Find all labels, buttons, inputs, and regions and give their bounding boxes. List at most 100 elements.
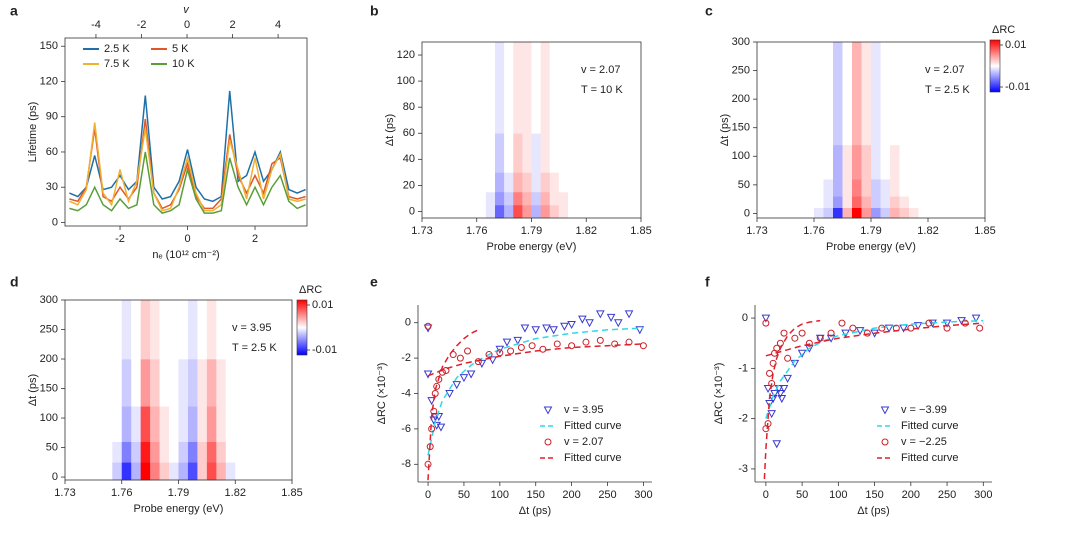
heatmap-cell [431, 133, 441, 173]
heatmap-cell [918, 207, 929, 219]
heatmap-cell [467, 133, 478, 173]
heatmap-cell [74, 300, 85, 360]
heatmap-cell [937, 144, 948, 180]
heatmap-cell [254, 300, 264, 360]
heatmap-cell [622, 133, 633, 173]
heatmap-cell [814, 144, 824, 180]
heatmap-cell [93, 359, 104, 407]
heatmap-cell [522, 172, 532, 193]
heatmap-cell [890, 42, 900, 146]
point [430, 407, 438, 415]
x-tick-label: 250 [938, 489, 956, 501]
heatmap-cell [187, 406, 198, 442]
heatmap-cell [140, 406, 151, 442]
heatmap-cell [776, 196, 786, 209]
heatmap-cell [956, 179, 967, 197]
point [777, 395, 787, 404]
point [826, 334, 836, 343]
heatmap-cell [795, 207, 805, 219]
x-tick-label: 0 [425, 489, 431, 501]
heatmap-cell [937, 196, 948, 209]
x-tick-label: -2 [115, 233, 125, 245]
y-tick-label: 150 [732, 122, 750, 134]
heatmap-cell [225, 359, 236, 407]
heatmap-cell [495, 204, 505, 219]
heatmap-cell [422, 172, 432, 193]
heatmap-cell [613, 191, 624, 206]
x2-tick-label: 0 [184, 19, 190, 31]
x2-tick-label: -2 [137, 19, 147, 31]
x-tick-label: 1.85 [281, 487, 302, 499]
heatmap-cell [263, 300, 274, 360]
heatmap-cell [513, 133, 523, 173]
heatmap-cell [785, 42, 796, 146]
heatmap-cell [909, 42, 919, 146]
heatmap-cell [449, 172, 459, 193]
heatmap-cell [197, 406, 208, 442]
heatmap-cell [504, 42, 514, 134]
heatmap-cell [522, 204, 532, 219]
legend-label: v = −2.25 [901, 436, 947, 448]
heatmap-cell [159, 462, 170, 481]
heatmap-cell [254, 462, 264, 481]
heatmap-cell [65, 441, 75, 463]
point [542, 324, 551, 333]
x-tick-label: 1.85 [630, 225, 651, 237]
point [971, 314, 981, 323]
heatmap-cell [216, 441, 227, 463]
point [779, 384, 789, 394]
heatmap-cell [273, 462, 283, 481]
heatmap-cell [121, 406, 132, 442]
heatmap-cell [871, 179, 881, 197]
point [776, 390, 785, 399]
point [539, 345, 547, 353]
heatmap-cell [431, 42, 441, 134]
heatmap-cell [766, 179, 777, 197]
heatmap-cell [558, 172, 569, 193]
heatmap-cell [975, 207, 986, 219]
point [585, 319, 594, 328]
y-tick-label: 200 [40, 353, 58, 365]
annotation: T = 10 K [581, 84, 623, 96]
heatmap-cell [83, 406, 94, 442]
heatmap-cell [890, 179, 900, 197]
heatmap-cell [216, 406, 227, 442]
heatmap-cell [513, 191, 523, 206]
heatmap-cell [449, 133, 459, 173]
heatmap-cell [216, 300, 227, 360]
heatmap-cell [757, 42, 767, 146]
point [805, 344, 814, 353]
heatmap-cell [540, 191, 551, 206]
heatmap-cell [586, 133, 596, 173]
point [513, 336, 523, 345]
heatmap-cell [631, 133, 642, 173]
heatmap-cell [74, 441, 85, 463]
point [424, 322, 432, 330]
heatmap-cell [263, 462, 274, 481]
x-axis-label: Δt (ps) [857, 505, 889, 517]
heatmap-cell [918, 42, 929, 146]
heatmap-cell [966, 144, 976, 180]
heatmap-cell [795, 179, 805, 197]
colorbar-label: ΔRC [299, 284, 322, 296]
heatmap-cell [577, 191, 587, 206]
heatmap-cell [244, 406, 255, 442]
heatmap-cell [776, 207, 786, 219]
y-tick-label: 0 [409, 205, 415, 217]
heatmap-cell [112, 441, 123, 463]
heatmap-cell [776, 144, 786, 180]
heatmap-cell [549, 42, 560, 134]
heatmap-cell [159, 406, 170, 442]
heatmap-cell [495, 42, 505, 134]
y-tick-label: 20 [403, 179, 415, 191]
heatmap-cell [871, 207, 881, 219]
heatmap-cell [65, 406, 75, 442]
heatmap-cell [956, 207, 967, 219]
y-tick-label: 0 [744, 207, 750, 219]
heatmap-cell [254, 359, 264, 407]
x-tick-label: 100 [491, 489, 509, 501]
x2-axis-label: v [183, 4, 190, 16]
heatmap-cell [947, 42, 957, 146]
heatmap-cell [833, 179, 843, 197]
point [488, 356, 497, 365]
